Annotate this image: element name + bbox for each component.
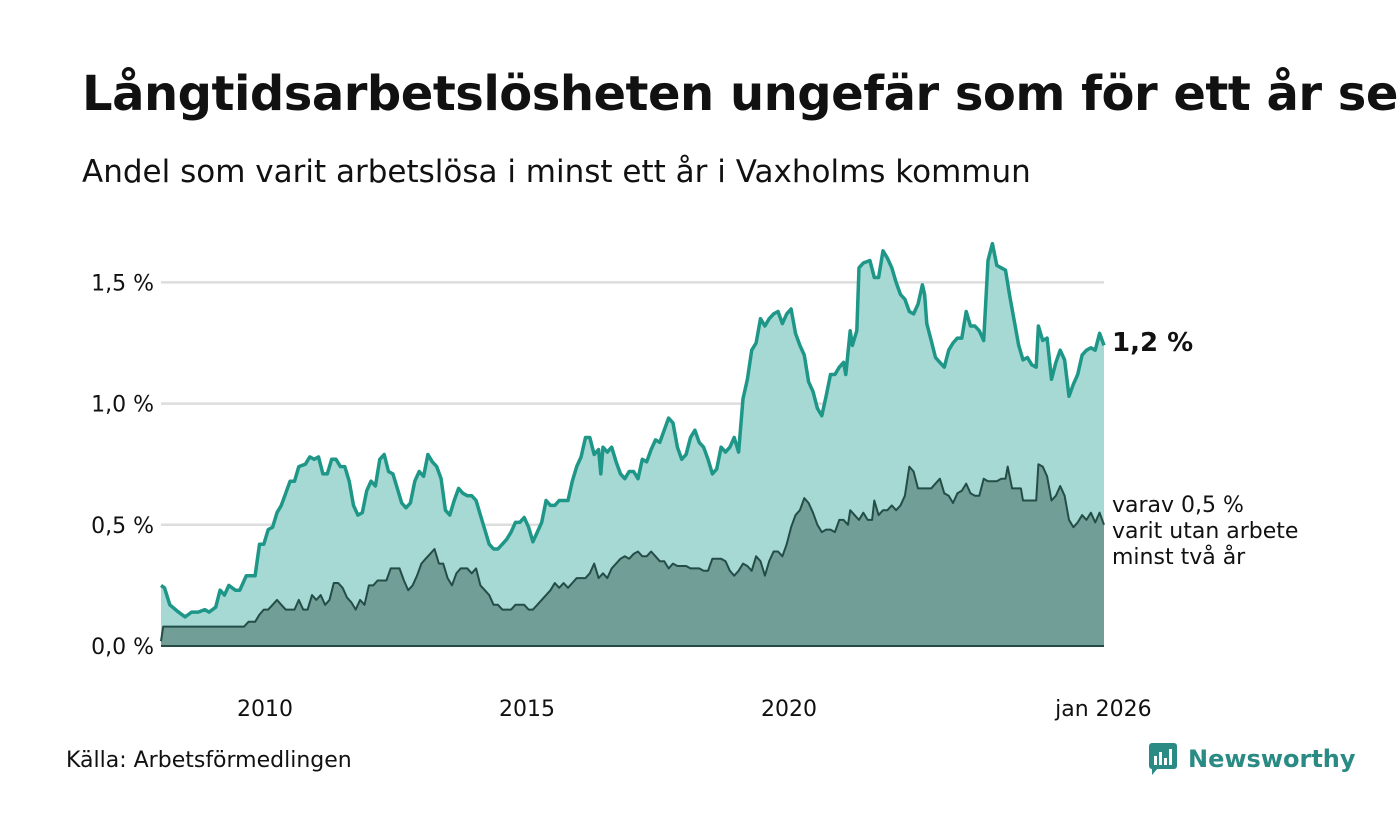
x-tick-label-3: jan 2026 — [1054, 697, 1152, 722]
chart-title: Långtidsarbetslösheten ungefär som för e… — [82, 66, 1400, 122]
chart-areas — [160, 241, 1106, 647]
x-tick-label-0: 2010 — [237, 697, 293, 722]
sub-series-area — [161, 464, 1104, 646]
y-tick-label-3: 1,5 % — [91, 271, 154, 296]
brand-logo: Newsworthy — [1148, 742, 1356, 776]
sub-series-line — [160, 463, 1105, 642]
main-series-end-label: 1,2 % — [1112, 328, 1193, 358]
newsworthy-logo-icon — [1149, 743, 1177, 775]
axes: 0,0 % 0,5 % 1,0 % 1,5 % 2010 2015 2020 jan 2026 — [91, 271, 1152, 722]
x-tick-label-2: 2020 — [761, 697, 817, 722]
y-tick-label-1: 0,5 % — [91, 514, 154, 539]
sub-series-end-label-line3: minst två år — [1112, 544, 1246, 570]
chart-subtitle: Andel som varit arbetslösa i minst ett å… — [82, 154, 1031, 190]
y-tick-label-0: 0,0 % — [91, 635, 154, 660]
x-tick-label-1: 2015 — [499, 697, 555, 722]
source-note: Källa: Arbetsförmedlingen — [66, 748, 352, 773]
y-tick-label-2: 1,0 % — [91, 393, 154, 418]
sub-series-end-label-line2: varit utan arbete — [1112, 519, 1298, 544]
brand-name: Newsworthy — [1188, 745, 1356, 773]
main-series-line — [160, 241, 1106, 619]
sub-series-end-label-line1: varav 0,5 % — [1112, 493, 1244, 518]
